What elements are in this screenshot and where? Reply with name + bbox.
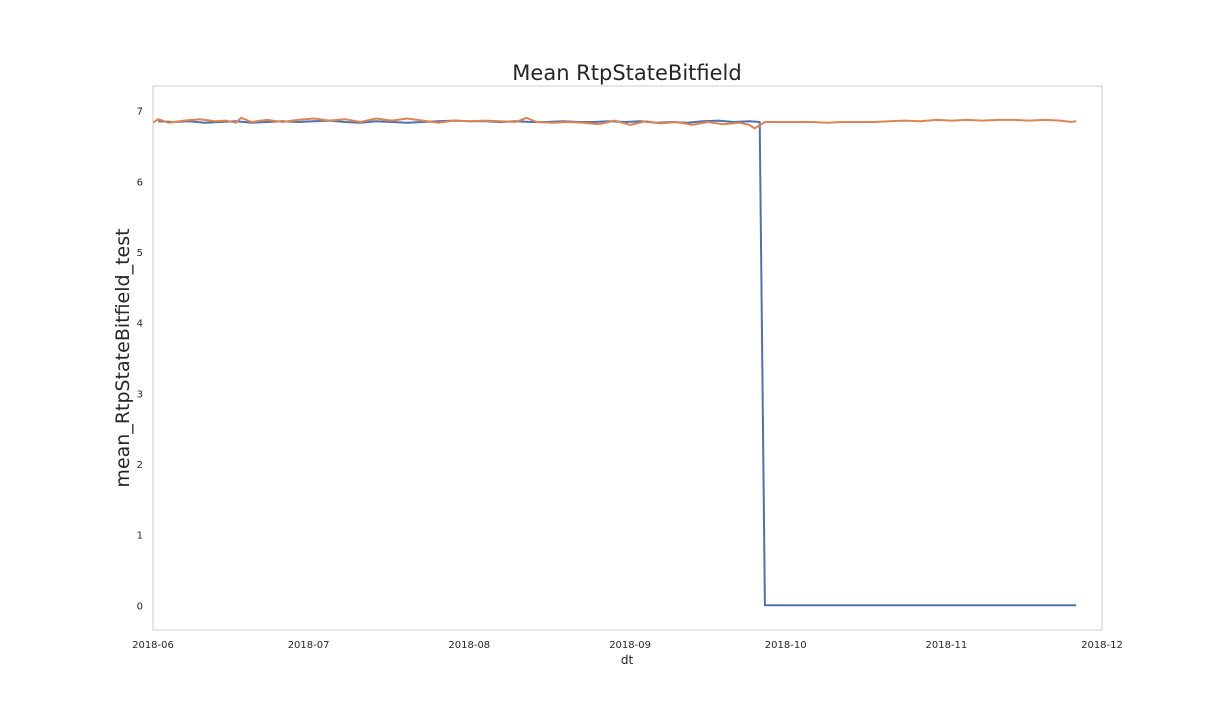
y-tick-label: 3 [137,389,143,400]
y-tick-label: 1 [137,531,143,542]
x-tick-label: 2018-07 [288,640,330,651]
x-tick-label: 2018-06 [132,640,174,651]
y-axis-label: mean_RtpStateBitfield_test [112,228,134,487]
y-tick-label: 7 [137,107,143,118]
y-tick-label: 6 [137,177,143,188]
x-axis-label: dt [621,653,634,667]
x-tick-labels: 2018-06 2018-07 2018-08 2018-09 2018-10 2018-… [132,640,1123,651]
y-tick-label: 5 [137,248,143,259]
plot-frame [152,85,1103,631]
y-tick-label: 0 [137,601,143,612]
x-tick-label: 2018-11 [926,640,968,651]
x-tick-label: 2018-10 [765,640,807,651]
series-line-2 [152,116,1077,130]
x-tick-label: 2018-12 [1081,640,1123,651]
x-tick-label: 2018-08 [448,640,490,651]
y-tick-label: 4 [137,319,143,330]
chart-title: Mean RtpStateBitfield [512,61,741,85]
y-tick-label: 2 [137,460,143,471]
x-tick-label: 2018-09 [609,640,651,651]
series-layer [152,116,1077,607]
series-line-1 [158,119,1077,607]
y-tick-labels: 0 1 2 3 4 5 6 7 [137,107,143,613]
